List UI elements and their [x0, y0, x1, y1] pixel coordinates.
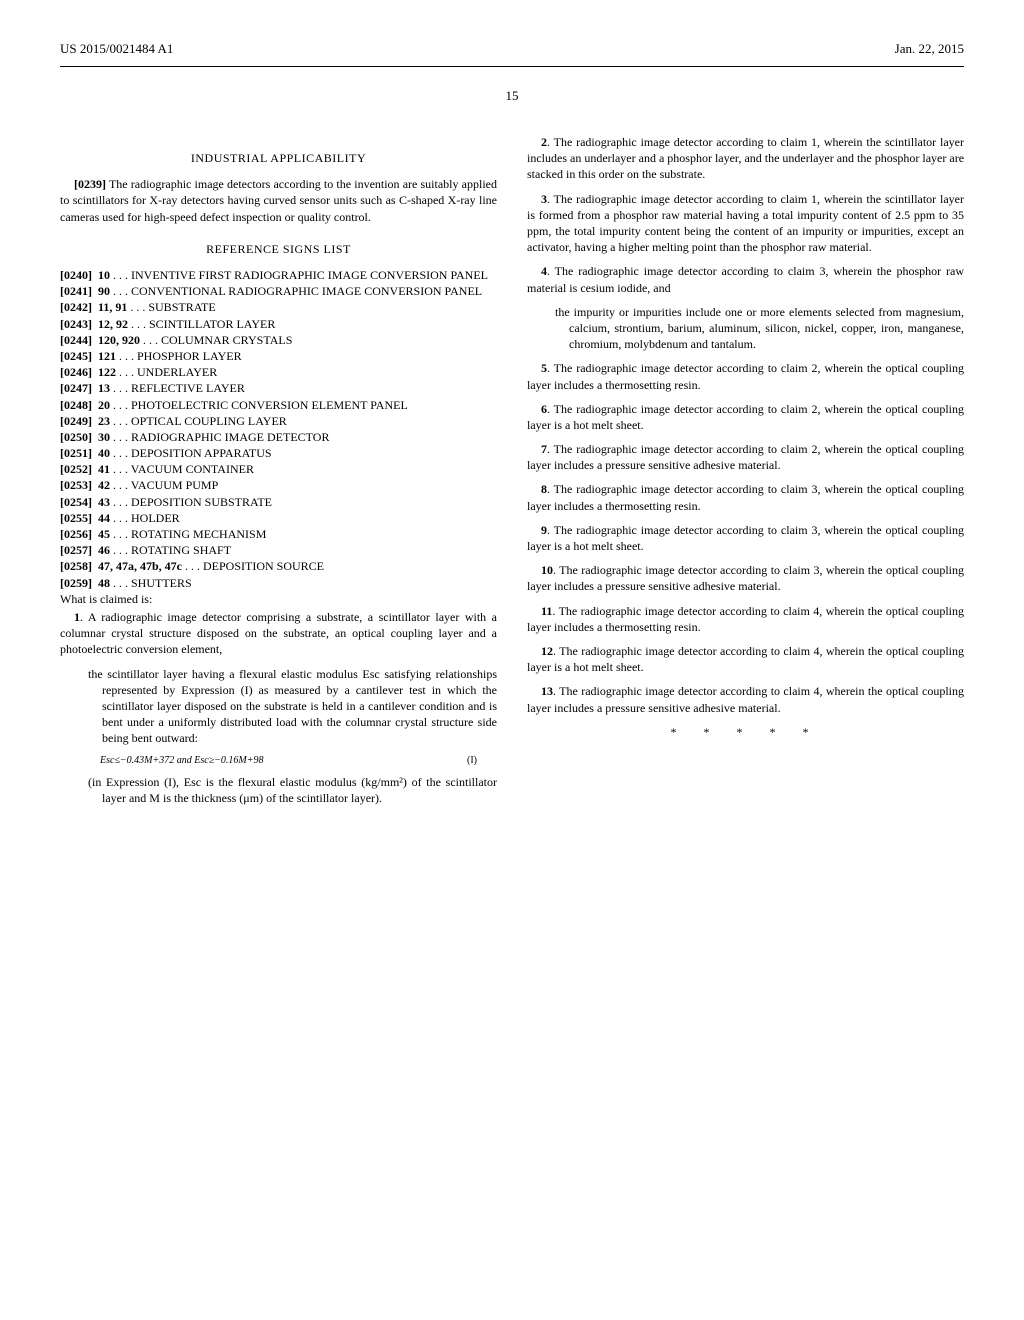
- ref-item: [0258] 47, 47a, 47b, 47c . . . DEPOSITIO…: [60, 558, 497, 574]
- publication-date: Jan. 22, 2015: [895, 40, 964, 58]
- claim-8: 8. The radiographic image detector accor…: [527, 481, 964, 513]
- para-text-0239: The radiographic image detectors accordi…: [60, 177, 497, 223]
- section-applicability-title: INDUSTRIAL APPLICABILITY: [60, 150, 497, 166]
- claim-4: 4. The radiographic image detector accor…: [527, 263, 964, 295]
- expression-1: Esc≤−0.43M+372 and Esc≥−0.16M+98 (I): [60, 754, 497, 768]
- ref-item: [0249] 23 . . . OPTICAL COUPLING LAYER: [60, 413, 497, 429]
- ref-item: [0243] 12, 92 . . . SCINTILLATOR LAYER: [60, 316, 497, 332]
- ref-item: [0254] 43 . . . DEPOSITION SUBSTRATE: [60, 494, 497, 510]
- left-column: INDUSTRIAL APPLICABILITY [0239] The radi…: [60, 134, 497, 814]
- ref-item: [0246] 122 . . . UNDERLAYER: [60, 364, 497, 380]
- ref-item: [0248] 20 . . . PHOTOELECTRIC CONVERSION…: [60, 397, 497, 413]
- claims-2-4: 2. The radiographic image detector accor…: [527, 134, 964, 296]
- claimed-intro: What is claimed is:: [60, 591, 497, 607]
- ref-item: [0240] 10 . . . INVENTIVE FIRST RADIOGRA…: [60, 267, 497, 283]
- claim-6: 6. The radiographic image detector accor…: [527, 401, 964, 433]
- ref-item: [0256] 45 . . . ROTATING MECHANISM: [60, 526, 497, 542]
- right-column: 2. The radiographic image detector accor…: [527, 134, 964, 814]
- claim-1: 1. A radiographic image detector compris…: [60, 609, 497, 658]
- page-header: US 2015/0021484 A1 Jan. 22, 2015: [60, 40, 964, 58]
- claim-11: 11. The radiographic image detector acco…: [527, 603, 964, 635]
- publication-number: US 2015/0021484 A1: [60, 40, 173, 58]
- formula-text: Esc≤−0.43M+372 and Esc≥−0.16M+98: [100, 754, 264, 768]
- ref-item: [0245] 121 . . . PHOSPHOR LAYER: [60, 348, 497, 364]
- claim-4-inner: the impurity or impurities include one o…: [527, 304, 964, 353]
- claim-5: 5. The radiographic image detector accor…: [527, 360, 964, 392]
- claim-2: 2. The radiographic image detector accor…: [527, 134, 964, 183]
- claim-1-inner1: the scintillator layer having a flexural…: [60, 666, 497, 747]
- ref-item: [0257] 46 . . . ROTATING SHAFT: [60, 542, 497, 558]
- page-number: 15: [60, 87, 964, 105]
- claim-9: 9. The radiographic image detector accor…: [527, 522, 964, 554]
- ref-item: [0255] 44 . . . HOLDER: [60, 510, 497, 526]
- claims-5-13: 5. The radiographic image detector accor…: [527, 360, 964, 715]
- section-refs-title: REFERENCE SIGNS LIST: [60, 241, 497, 257]
- ref-item: [0251] 40 . . . DEPOSITION APPARATUS: [60, 445, 497, 461]
- claim-1-text: . A radiographic image detector comprisi…: [60, 610, 497, 656]
- claim-13: 13. The radiographic image detector acco…: [527, 683, 964, 715]
- claim-1-inner2: (in Expression (I), Esc is the flexural …: [60, 774, 497, 806]
- ref-item: [0244] 120, 920 . . . COLUMNAR CRYSTALS: [60, 332, 497, 348]
- paragraph-0239: [0239] The radiographic image detectors …: [60, 176, 497, 225]
- ref-item: [0250] 30 . . . RADIOGRAPHIC IMAGE DETEC…: [60, 429, 497, 445]
- ref-item: [0252] 41 . . . VACUUM CONTAINER: [60, 461, 497, 477]
- reference-signs-list: [0240] 10 . . . INVENTIVE FIRST RADIOGRA…: [60, 267, 497, 591]
- ref-item: [0247] 13 . . . REFLECTIVE LAYER: [60, 380, 497, 396]
- claim-12: 12. The radiographic image detector acco…: [527, 643, 964, 675]
- ref-item: [0241] 90 . . . CONVENTIONAL RADIOGRAPHI…: [60, 283, 497, 299]
- claim-7: 7. The radiographic image detector accor…: [527, 441, 964, 473]
- ref-item: [0242] 11, 91 . . . SUBSTRATE: [60, 299, 497, 315]
- claim-3: 3. The radiographic image detector accor…: [527, 191, 964, 256]
- header-divider: [60, 66, 964, 67]
- end-stars: * * * * *: [527, 724, 964, 740]
- claim-10: 10. The radiographic image detector acco…: [527, 562, 964, 594]
- formula-label: (I): [467, 754, 497, 768]
- two-column-content: INDUSTRIAL APPLICABILITY [0239] The radi…: [60, 134, 964, 814]
- para-num-0239: [0239]: [74, 177, 106, 191]
- ref-item: [0259] 48 . . . SHUTTERS: [60, 575, 497, 591]
- ref-item: [0253] 42 . . . VACUUM PUMP: [60, 477, 497, 493]
